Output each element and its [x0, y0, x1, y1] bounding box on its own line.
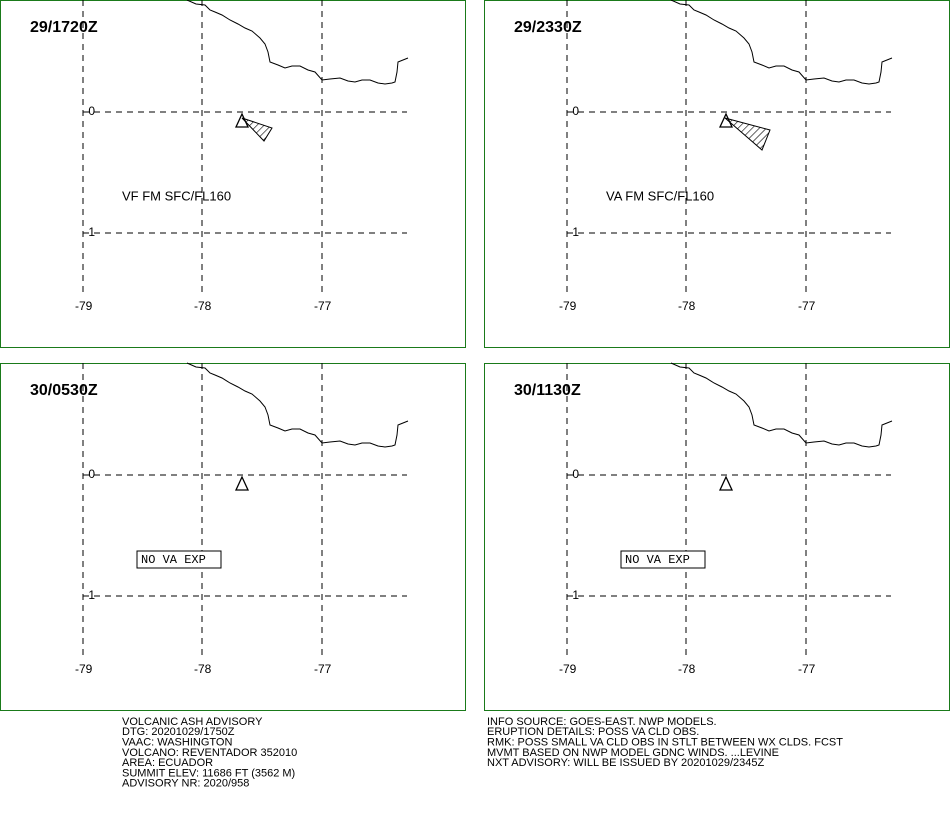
lat-label: 0 [88, 104, 95, 118]
lat-label: -1 [568, 225, 579, 239]
advisory-line: VOLCANIC ASH ADVISORY [122, 716, 263, 728]
ash-label: VA FM SFC/FL160 [606, 188, 714, 203]
advisory-line: VAAC: WASHINGTON [122, 737, 232, 749]
lat-label: 0 [572, 104, 579, 118]
ash-label: NO VA EXP [141, 553, 206, 567]
advisory-line: NXT ADVISORY: WILL BE ISSUED BY 20201029… [487, 757, 764, 769]
map-panel: -79 -78 -77 0 -1 30/0530Z NO VA EXP [0, 362, 466, 711]
panel-border [484, 0, 950, 348]
ash-label: NO VA EXP [625, 553, 690, 567]
advisory-line: INFO SOURCE: GOES-EAST. NWP MODELS. [487, 716, 717, 728]
lon-label: -79 [559, 662, 577, 676]
lon-label: -77 [798, 299, 816, 313]
coastline [670, 0, 893, 85]
advisory-line: RMK: POSS SMALL VA CLD OBS IN STLT BETWE… [487, 737, 843, 749]
advisory-line: MVMT BASED ON NWP MODEL GDNC WINDS. ...L… [487, 747, 779, 759]
forecast-time: 29/2330Z [514, 19, 582, 36]
lon-label: -79 [75, 662, 93, 676]
panel-border [484, 363, 950, 711]
panel-border [0, 363, 466, 711]
map-panel: -79 -78 -77 0 -1 29/1720Z VF FM SFC/FL160 [0, 0, 466, 348]
lon-label: -77 [798, 662, 816, 676]
map-panel: -79 -78 -77 0 -1 30/1130Z NO VA EXP [484, 362, 950, 711]
ash-label: VF FM SFC/FL160 [122, 188, 231, 203]
volcano-symbol [234, 112, 250, 128]
advisory-line: AREA: ECUADOR [122, 757, 213, 769]
coastline [186, 0, 409, 85]
lon-label: -79 [559, 299, 577, 313]
lat-label: 0 [572, 467, 579, 481]
ash-area [724, 117, 771, 151]
panel-border [0, 0, 466, 348]
label-box [620, 550, 706, 569]
forecast-time: 29/1720Z [30, 19, 98, 36]
advisory-line: SUMMIT ELEV: 11686 FT (3562 M) [122, 767, 295, 779]
ash-area [241, 117, 273, 142]
volcano-symbol [718, 475, 734, 491]
lon-label: -78 [194, 662, 212, 676]
volcano-symbol [718, 112, 734, 128]
advisory-line: ERUPTION DETAILS: POSS VA CLD OBS. [487, 726, 699, 738]
advisory-line: DTG: 20201029/1750Z [122, 726, 235, 738]
lon-label: -78 [678, 299, 696, 313]
forecast-time: 30/0530Z [30, 382, 98, 399]
lon-label: -77 [314, 662, 332, 676]
lat-label: 0 [88, 467, 95, 481]
volcano-symbol [234, 475, 250, 491]
lat-label: -1 [568, 588, 579, 602]
lat-label: -1 [84, 588, 95, 602]
advisory-line: ADVISORY NR: 2020/958 [122, 778, 249, 790]
lat-label: -1 [84, 225, 95, 239]
lon-label: -78 [194, 299, 212, 313]
coastline [186, 362, 409, 448]
lon-label: -78 [678, 662, 696, 676]
advisory-line: VOLCANO: REVENTADOR 352010 [122, 747, 297, 759]
lon-label: -79 [75, 299, 93, 313]
label-box [136, 550, 222, 569]
coastline [670, 362, 893, 448]
map-panel: -79 -78 -77 0 -1 29/2330Z VA FM SFC/FL160 [484, 0, 950, 348]
lon-label: -77 [314, 299, 332, 313]
forecast-time: 30/1130Z [514, 382, 581, 399]
